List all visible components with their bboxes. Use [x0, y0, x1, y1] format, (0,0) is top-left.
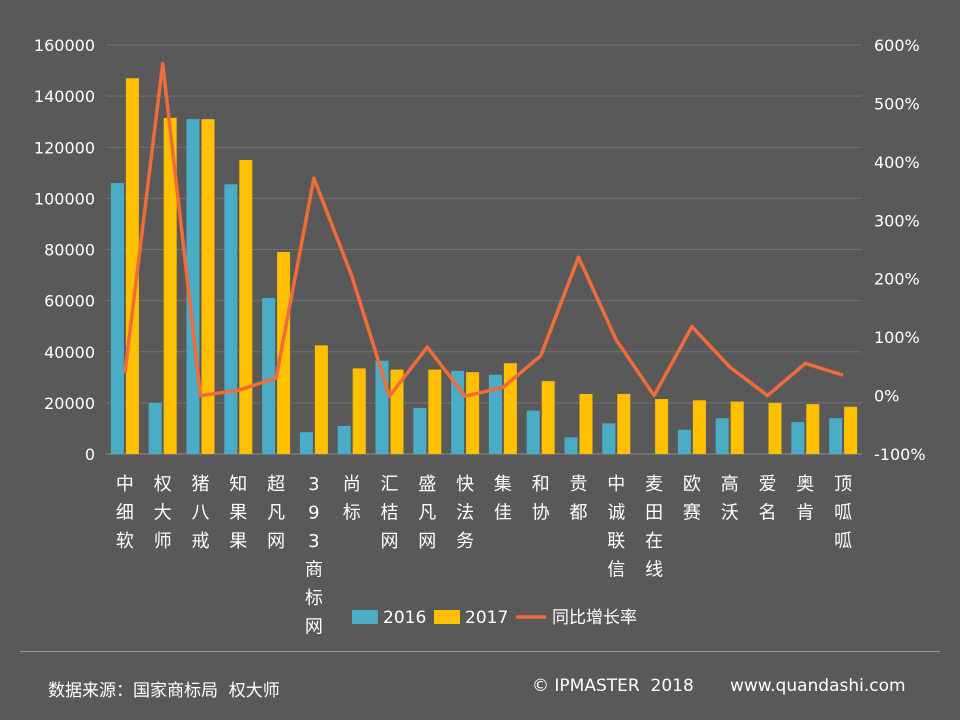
- category-label: 爱名: [759, 474, 777, 524]
- bar-2017-麦田在线: [655, 399, 669, 454]
- right-tick-label: 300%: [874, 211, 920, 230]
- category-label: 顶呱呱: [834, 474, 852, 552]
- legend: 2016 2017 同比增长率: [352, 608, 637, 628]
- left-axis-ticks: 0 20000 40000 60000 80000 100000 120000 140000 1…: [34, 36, 95, 464]
- category-label: 汇桔网: [381, 474, 399, 552]
- left-tick-label: 120000: [34, 138, 95, 157]
- bar-2016-中细软: [110, 183, 124, 454]
- category-label: 知果果: [229, 474, 247, 552]
- category-label: 集佳: [494, 474, 512, 524]
- bar-2016-超凡网: [262, 298, 276, 454]
- category-label: 猪八戒: [192, 474, 210, 552]
- category-label: 中诚联信: [607, 474, 625, 581]
- category-label: 中细软: [116, 474, 134, 552]
- category-label: 快法务: [456, 474, 474, 552]
- right-axis-ticks: -100% 0% 100% 200% 300% 400% 500% 600%: [874, 36, 926, 464]
- footer-divider: [20, 651, 940, 652]
- legend-swatch-2016: [352, 610, 378, 624]
- bar-2016-奥肯: [791, 422, 805, 454]
- legend-swatch-2017: [434, 610, 460, 624]
- bar-2016-知果果: [224, 184, 238, 455]
- bar-2016-和协: [526, 410, 540, 454]
- bar-2017-爱名: [768, 402, 782, 454]
- bar-2016-快法务: [451, 370, 465, 454]
- right-tick-label: -100%: [874, 445, 926, 464]
- bar-2016-盛凡网: [413, 407, 427, 454]
- category-label: 3 9 3 商标网: [305, 474, 323, 638]
- right-tick-label: 500%: [874, 94, 920, 113]
- category-labels: 中细软 权大师 猪八戒 知果果 超凡网 3 9 3 商标网 尚标 汇桔网 盛凡网 快法务 集佳和协贵都中诚…: [116, 474, 852, 638]
- left-tick-label: 0: [85, 445, 95, 464]
- bar-2017-快法务: [466, 372, 480, 454]
- category-label: 奥肯: [796, 474, 814, 524]
- bar-2017-知果果: [239, 160, 253, 454]
- bar-series: [110, 78, 858, 455]
- category-label: 和协: [532, 474, 550, 524]
- left-tick-label: 40000: [44, 343, 95, 362]
- growth-line: [123, 61, 844, 398]
- bar-2017-中细软: [125, 78, 139, 454]
- bar-2017-贵都: [579, 393, 593, 454]
- left-tick-label: 140000: [34, 87, 95, 106]
- bar-2017-中诚联信: [617, 393, 631, 454]
- footer-source: 数据来源：国家商标局 权大师: [48, 681, 280, 701]
- bar-2016-中诚联信: [602, 423, 616, 454]
- category-label: 欧赛: [683, 474, 701, 524]
- bar-2017-奥肯: [806, 404, 820, 454]
- legend-label: 同比增长率: [552, 608, 637, 628]
- growth-line-series: [123, 61, 844, 398]
- category-label: 尚标: [343, 474, 361, 524]
- bar-2017-高沃: [730, 401, 744, 454]
- right-tick-label: 100%: [874, 328, 920, 347]
- left-tick-label: 60000: [44, 292, 95, 311]
- right-tick-label: 0%: [874, 387, 899, 406]
- left-tick-label: 100000: [34, 189, 95, 208]
- footer-copyright: © IPMASTER 2018: [532, 676, 694, 696]
- bar-2017-和协: [541, 381, 555, 454]
- bar-2016-顶呱呱: [829, 418, 843, 454]
- category-label: 贵都: [570, 474, 588, 524]
- bar-2016-高沃: [715, 418, 729, 454]
- bar-2016-欧赛: [677, 429, 691, 454]
- category-label: 盛凡网: [418, 474, 436, 552]
- right-tick-label: 200%: [874, 270, 920, 289]
- bar-2017-欧赛: [692, 400, 706, 454]
- bar-2017-权大师: [163, 117, 177, 455]
- category-label: 高沃: [721, 474, 739, 524]
- footer-url: www.quandashi.com: [730, 676, 906, 696]
- category-label: 麦田在线: [645, 474, 663, 581]
- right-tick-label: 600%: [874, 36, 920, 55]
- legend-label: 2017: [465, 608, 508, 628]
- bar-2016-权大师: [148, 402, 162, 454]
- bar-2016-贵都: [564, 437, 578, 454]
- left-tick-label: 80000: [44, 241, 95, 260]
- bar-2017-尚标: [352, 368, 366, 454]
- left-tick-label: 160000: [34, 36, 95, 55]
- bar-2016-尚标: [337, 425, 351, 454]
- bar-2017-顶呱呱: [844, 406, 858, 454]
- bar-2016-集佳: [488, 374, 502, 454]
- category-label: 超凡网: [267, 474, 285, 552]
- chart: 0 20000 40000 60000 80000 100000 120000 140000 1…: [34, 36, 926, 638]
- bar-2017-盛凡网: [428, 369, 442, 454]
- bar-2017-393商标网: [314, 345, 328, 454]
- category-label: 权大师: [154, 474, 172, 552]
- legend-label: 2016: [383, 608, 426, 628]
- bar-2017-猪八戒: [201, 119, 215, 454]
- right-tick-label: 400%: [874, 153, 920, 172]
- left-tick-label: 20000: [44, 394, 95, 413]
- bar-2016-393商标网: [299, 432, 313, 454]
- bar-2017-超凡网: [277, 252, 291, 454]
